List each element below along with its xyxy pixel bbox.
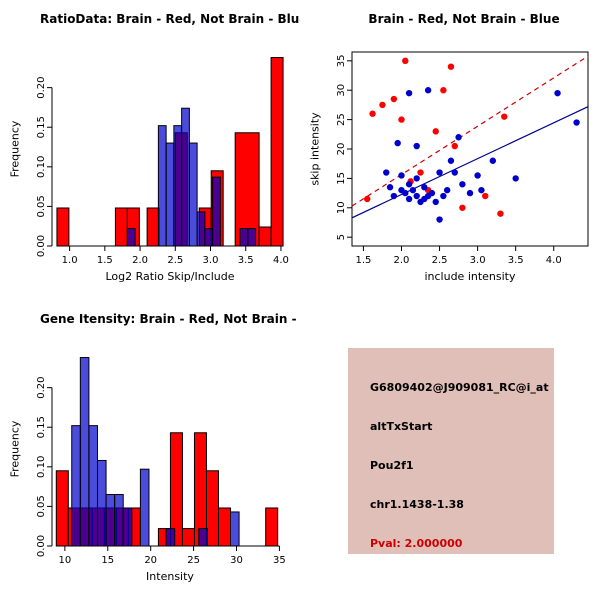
svg-text:25: 25 (336, 113, 347, 126)
gene-intensity-histogram-panel: Gene Itensity: Brain - Red, Not Brain - … (0, 300, 301, 600)
svg-text:25: 25 (187, 555, 200, 566)
svg-text:4.0: 4.0 (273, 255, 289, 266)
svg-text:35: 35 (336, 54, 347, 67)
info-panel: G6809402@J909081_RC@i_at altTxStart Pou2… (300, 300, 600, 600)
svg-text:2.5: 2.5 (432, 255, 448, 266)
svg-text:4.0: 4.0 (546, 255, 562, 266)
ratio-histogram-plot: 1.0 1.5 2.0 2.5 3.0 3.5 4.0 0.00 0.05 0.10 0.15 0.2… (36, 57, 289, 266)
svg-text:0.10: 0.10 (36, 456, 47, 478)
svg-text:3.0: 3.0 (470, 255, 486, 266)
ratio-histogram-xlabel: Log2 Ratio Skip/Include (105, 270, 235, 283)
ratio-histogram-title: RatioData: Brain - Red, Not Brain - Blue (40, 12, 300, 26)
svg-text:0.00: 0.00 (36, 235, 47, 257)
pval-text: Pval: 2.000000 (370, 537, 463, 550)
intensity-scatter-xlabel: include intensity (424, 270, 516, 283)
svg-text:20: 20 (144, 555, 157, 566)
svg-text:0.10: 0.10 (36, 156, 47, 178)
svg-text:15: 15 (336, 172, 347, 185)
svg-text:3.0: 3.0 (203, 255, 219, 266)
svg-text:0.05: 0.05 (36, 195, 47, 217)
intensity-scatter-plot: 1.5 2.0 2.5 3.0 3.5 4.0 5 10 15 20 25 30 35 (336, 51, 589, 266)
svg-text:1.0: 1.0 (62, 255, 78, 266)
gene-intensity-histogram-plot: 10 15 20 25 30 35 0.00 0.05 0.10 0.15 0.20 (36, 357, 286, 566)
svg-text:2.0: 2.0 (132, 255, 148, 266)
svg-text:30: 30 (230, 555, 243, 566)
svg-text:0.15: 0.15 (36, 416, 47, 438)
svg-text:5: 5 (336, 234, 347, 240)
svg-text:0.05: 0.05 (36, 495, 47, 517)
svg-text:1.5: 1.5 (97, 255, 113, 266)
gene-intensity-histogram-title: Gene Itensity: Brain - Red, Not Brain - … (40, 312, 300, 326)
intensity-scatter-title: Brain - Red, Not Brain - Blue (368, 12, 560, 26)
svg-text:10: 10 (59, 555, 72, 566)
info-box: G6809402@J909081_RC@i_at altTxStart Pou2… (348, 348, 554, 554)
probe-id: G6809402@J909081_RC@i_at (370, 381, 549, 394)
svg-text:1.5: 1.5 (355, 255, 371, 266)
svg-text:0.20: 0.20 (36, 376, 47, 398)
svg-text:15: 15 (101, 555, 114, 566)
svg-text:0.20: 0.20 (36, 76, 47, 98)
svg-text:0.15: 0.15 (36, 116, 47, 138)
svg-text:3.5: 3.5 (238, 255, 254, 266)
svg-text:20: 20 (336, 143, 347, 156)
svg-text:10: 10 (336, 201, 347, 214)
ratio-histogram-panel: RatioData: Brain - Red, Not Brain - Blue… (0, 0, 301, 300)
svg-text:2.0: 2.0 (394, 255, 410, 266)
genomic-location: chr1.1438-1.38 (370, 498, 464, 511)
intensity-scatter-panel: Brain - Red, Not Brain - Blue skip inten… (300, 0, 600, 300)
svg-text:2.5: 2.5 (167, 255, 183, 266)
svg-text:0.00: 0.00 (36, 535, 47, 557)
svg-text:35: 35 (273, 555, 286, 566)
svg-text:3.5: 3.5 (508, 255, 524, 266)
svg-text:30: 30 (336, 84, 347, 97)
event-type: altTxStart (370, 420, 433, 433)
gene-intensity-histogram-xlabel: Intensity (146, 570, 194, 583)
gene-name: Pou2f1 (370, 459, 414, 472)
